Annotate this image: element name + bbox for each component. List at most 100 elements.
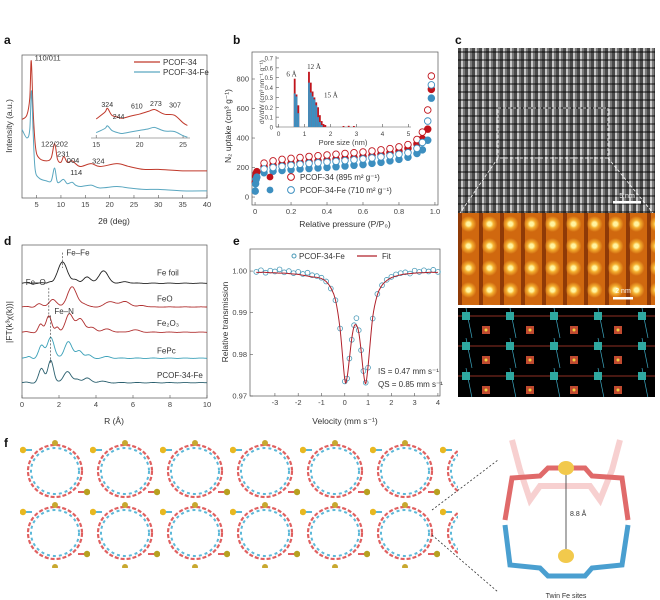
b-inset-bar-pcof-34 [318,115,321,127]
b-legend-label-pcof34fe: PCOF-34-Fe (710 m² g⁻¹) [300,186,392,195]
a-inset-series-pcof-34-fe [95,125,188,138]
b-point-pcof-34-desorption [386,144,394,153]
a-x-tick-label: 10 [57,200,65,209]
b-point-pcof-34-fe-desorption [296,160,304,169]
chart-e-mossbauer: -3 -2 -1 0 1 2 3 4 0.97 0.98 0.99 1.00 [232,248,441,407]
a-x-tick-label: 5 [35,200,39,209]
b-inset-bar-pcof-34-fe [313,99,316,127]
b-point-pcof-34-desorption [296,153,304,162]
b-inset-x-tick-label: 3 [355,131,359,138]
d-series-label: FePc [157,347,176,356]
e-legend: PCOF-34-Fe Fit IS = 0.47 mm s⁻¹ QS = 0.8… [291,252,443,389]
panel-label-a: a [4,33,11,47]
b-legend: PCOF-34 (895 m² g⁻¹) PCOF-34-Fe (710 m² … [266,173,392,195]
b-point-pcof-34-fe-desorption [314,159,322,167]
b-point-pcof-34-desorption [341,149,349,158]
b-inset-ylabel: dV/dW (cm³ nm⁻¹ g⁻¹) [259,60,266,124]
a-legend-label-pcof34fe: PCOF-34-Fe [163,68,209,77]
b-x-tick-label: 0.8 [394,207,404,216]
b-y-tick-label: 400 [236,134,249,143]
b-inset-y-tick-label: 0.1 [265,116,274,122]
e-annotation-is: IS = 0.47 mm s⁻¹ [378,367,439,376]
b-point-pcof-34-fe-desorption [359,155,367,163]
b-point-pcof-34-desorption [359,148,367,156]
e-y-tick-label: 1.00 [232,267,247,276]
b-point-pcof-34-desorption [395,143,403,151]
a-peak-label: 004 [67,156,80,165]
b-axes-frame [251,51,439,206]
b-point-pcof-34-fe-desorption [386,151,394,160]
e-data-point [281,269,288,276]
e-x-tick-label: -3 [272,398,279,407]
e-data-point [362,379,369,386]
d-series-fe-o [21,313,207,334]
e-data-point [353,315,360,321]
a-x-tick-label: 35 [178,200,186,209]
b-inset-x-tick-label: 1 [303,131,307,138]
d-x-tick-label: 8 [168,400,172,409]
chart-b-isotherm: 0 0.2 0.4 0.6 0.8 1.0 0 200 400 600 800 0 1 2 3 4 5 0 0.1 0… [236,51,440,216]
d-series-label: Fe foil [157,269,179,278]
e-legend-label-fit: Fit [382,252,392,261]
a-legend: PCOF-34 PCOF-34-Fe [134,58,209,77]
b-point-pcof-34-desorption [278,155,286,164]
b-inset-bar-pcof-34 [322,124,325,127]
c-stem-overlay: 2 nm [613,288,633,300]
b-inset-bar-pcof-34 [347,125,350,127]
e-data-point [272,268,278,275]
b-ylabel: N₂ uptake (cm³ g⁻¹) [223,89,233,163]
e-legend-marker-data [291,253,297,259]
d-series-pcof-34-fe [21,359,208,384]
b-inset-bar-pcof-34-fe [311,96,314,127]
e-data-point [314,273,320,279]
d-series-label: PCOF-34-Fe [157,371,203,380]
b-inset-bar-pcof-34-fe [309,92,312,127]
d-series-fepc [21,336,207,359]
a-peak-label: 114 [70,168,82,177]
e-data-point [383,277,390,283]
c-structure-model-image [458,308,655,397]
b-inset-bar-pcof-34-fe [297,113,300,127]
c-model-lattice [458,308,655,397]
e-data-point [276,266,283,273]
b-point-pcof-34-desorption [368,147,376,155]
d-series-label: Fe₂O₃ [157,319,179,328]
e-annotation-qs: QS = 0.85 mm s⁻¹ [378,380,443,389]
e-data-point [411,267,418,274]
a-legend-label-pcof34: PCOF-34 [163,58,197,67]
f-cof-lattice-structure [20,440,458,568]
d-x-tick-label: 4 [94,400,98,409]
b-inset-xlabel: Pore size (nm) [319,138,368,147]
a-series-pcof-34-fe [21,90,208,192]
b-point-pcof-34-desorption [404,140,412,149]
b-point-pcof-34-fe-desorption [423,117,432,125]
b-inset-bar-pcof-34 [324,125,327,127]
a-inset-peak-label: 610 [131,103,143,110]
b-inset-x-tick-label: 2 [329,131,333,138]
e-fit-line [256,271,438,385]
b-point-pcof-34-fe-desorption [395,150,403,158]
b-inset-y-tick-label: 0.4 [265,86,274,92]
d-x-tick-label: 6 [131,400,135,409]
e-data-point [416,269,423,275]
d-xlabel: R (Å) [104,416,124,426]
e-data-point [304,269,311,276]
b-point-pcof-34-desorption [418,128,427,136]
a-ylabel: Intensity (a.u.) [4,99,14,153]
f-zoom-line-top [431,459,499,511]
b-x-tick-label: 0.6 [358,207,368,216]
a-x-tick-label: 20 [105,200,113,209]
b-point-pcof-34-fe-adsorption [253,173,261,181]
e-y-tick-label: 0.98 [232,350,247,359]
panel-label-d: d [4,234,11,248]
b-y-tick-label: 800 [236,75,249,84]
b-point-pcof-34-fe-desorption [404,149,412,157]
b-x-tick-label: 0.4 [322,207,332,216]
e-x-tick-label: 2 [389,398,393,407]
b-point-pcof-34-desorption [377,146,385,154]
b-point-pcof-34-desorption [323,151,331,159]
b-point-pcof-34-desorption [332,150,340,158]
b-inset-bar-pcof-34-fe [293,93,296,127]
